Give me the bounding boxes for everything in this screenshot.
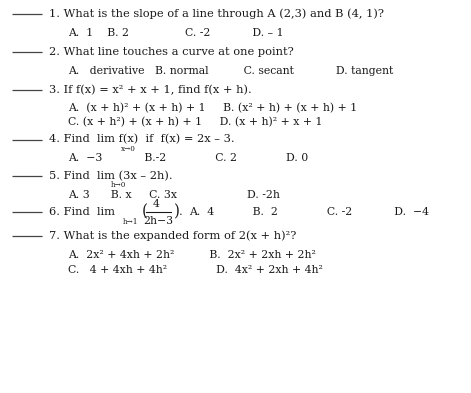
Text: 7. What is the expanded form of 2(x + h)²?: 7. What is the expanded form of 2(x + h)… bbox=[49, 231, 297, 241]
Text: A.  2x² + 4xh + 2h²          B.  2x² + 2xh + 2h²: A. 2x² + 4xh + 2h² B. 2x² + 2xh + 2h² bbox=[68, 250, 316, 261]
Text: .: . bbox=[179, 207, 183, 217]
Text: A.   derivative   B. normal          C. secant            D. tangent: A. derivative B. normal C. secant D. tan… bbox=[68, 66, 394, 76]
Text: 2. What line touches a curve at one point?: 2. What line touches a curve at one poin… bbox=[49, 47, 294, 57]
Text: A.  4           B.  2              C. -2            D.  −4: A. 4 B. 2 C. -2 D. −4 bbox=[189, 207, 430, 217]
Text: A.  −3            B.-2              C. 2              D. 0: A. −3 B.-2 C. 2 D. 0 bbox=[68, 153, 309, 163]
Text: A.  (x + h)² + (x + h) + 1     B. (x² + h) + (x + h) + 1: A. (x + h)² + (x + h) + 1 B. (x² + h) + … bbox=[68, 103, 357, 114]
Text: x→0: x→0 bbox=[121, 145, 136, 153]
Text: h→1: h→1 bbox=[122, 218, 138, 226]
Text: 5. Find  lim (3x – 2h).: 5. Find lim (3x – 2h). bbox=[49, 171, 173, 181]
Text: A.  1    B. 2                C. -2            D. – 1: A. 1 B. 2 C. -2 D. – 1 bbox=[68, 28, 284, 38]
Text: C. (x + h²) + (x + h) + 1     D. (x + h)² + x + 1: C. (x + h²) + (x + h) + 1 D. (x + h)² + … bbox=[68, 117, 323, 127]
Text: 4. Find  lim f(x)  if  f(x) = 2x – 3.: 4. Find lim f(x) if f(x) = 2x – 3. bbox=[49, 134, 235, 145]
Text: ): ) bbox=[174, 204, 180, 221]
Text: 4: 4 bbox=[153, 199, 160, 209]
Text: h→0: h→0 bbox=[111, 181, 126, 189]
Text: (: ( bbox=[142, 204, 148, 221]
Text: 1. What is the slope of a line through A (2,3) and B (4, 1)?: 1. What is the slope of a line through A… bbox=[49, 9, 384, 19]
Text: 6. Find  lim: 6. Find lim bbox=[49, 207, 115, 217]
Text: C.   4 + 4xh + 4h²              D.  4x² + 2xh + 4h²: C. 4 + 4xh + 4h² D. 4x² + 2xh + 4h² bbox=[68, 265, 323, 275]
Text: 2h−3: 2h−3 bbox=[144, 216, 174, 226]
Text: A. 3      B. x     C. 3x                    D. -2h: A. 3 B. x C. 3x D. -2h bbox=[68, 189, 280, 200]
Text: 3. If f(x) = x² + x + 1, find f(x + h).: 3. If f(x) = x² + x + 1, find f(x + h). bbox=[49, 84, 252, 95]
